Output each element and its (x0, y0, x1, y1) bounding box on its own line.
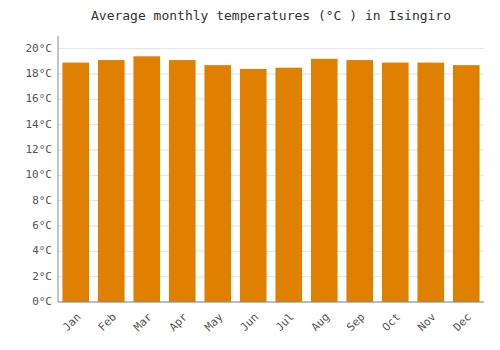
bar (346, 60, 373, 302)
y-tick-label: 4°C (32, 244, 52, 257)
y-tick-label: 8°C (32, 194, 52, 207)
y-tick-label: 20°C (26, 42, 53, 55)
x-tick-label: Apr (167, 310, 191, 334)
bar (62, 63, 89, 302)
x-tick-label: Jul (273, 311, 296, 334)
x-tick-label: Nov (415, 310, 439, 334)
grid (58, 49, 484, 302)
x-tick-label: Dec (451, 311, 474, 334)
x-tick-label: Jun (238, 311, 261, 334)
bar (417, 63, 444, 302)
x-tick-label: Mar (131, 310, 155, 334)
chart-container: Average monthly temperatures (°C ) in Is… (0, 0, 500, 350)
bar (133, 56, 160, 302)
bar (275, 68, 302, 302)
page: {"chart_data": {"type": "bar", "title": … (0, 0, 500, 350)
x-axis: Jan Feb Mar Apr May Jun Jul Aug Sep Oct Nov Dec (60, 310, 474, 334)
y-tick-label: 16°C (26, 92, 53, 105)
bars (62, 56, 479, 302)
bar (204, 65, 231, 302)
bar (169, 60, 196, 302)
x-axis-line (58, 302, 484, 303)
chart: Average monthly temperatures (°C ) in Is… (0, 0, 500, 350)
grid-line (58, 48, 484, 49)
bar (382, 63, 409, 302)
x-tick-label: Aug (309, 311, 332, 334)
bar (98, 60, 125, 302)
y-axis: 0°C 2°C 4°C 6°C 8°C 10°C 12°C 14°C 16°C 18°C 20°C (26, 42, 53, 308)
y-tick-label: 2°C (32, 270, 52, 283)
x-tick-label: May (202, 310, 226, 334)
y-tick-label: 18°C (26, 67, 53, 80)
x-tick-label: Jan (60, 311, 83, 334)
y-tick-label: 6°C (32, 219, 52, 232)
y-tick-label: 12°C (26, 143, 53, 156)
y-tick-label: 10°C (26, 168, 53, 181)
title: Average monthly temperatures (°C ) in Is… (91, 8, 451, 23)
grid-line (58, 302, 484, 303)
x-tick-label: Feb (96, 311, 119, 334)
x-tick-label: Sep (344, 311, 367, 334)
bar (311, 59, 338, 302)
y-axis-line (58, 36, 59, 302)
y-tick-label: 14°C (26, 118, 53, 131)
bar (453, 65, 480, 302)
y-tick-label: 0°C (32, 295, 52, 308)
bar (240, 69, 267, 302)
x-tick-label: Oct (380, 311, 403, 334)
